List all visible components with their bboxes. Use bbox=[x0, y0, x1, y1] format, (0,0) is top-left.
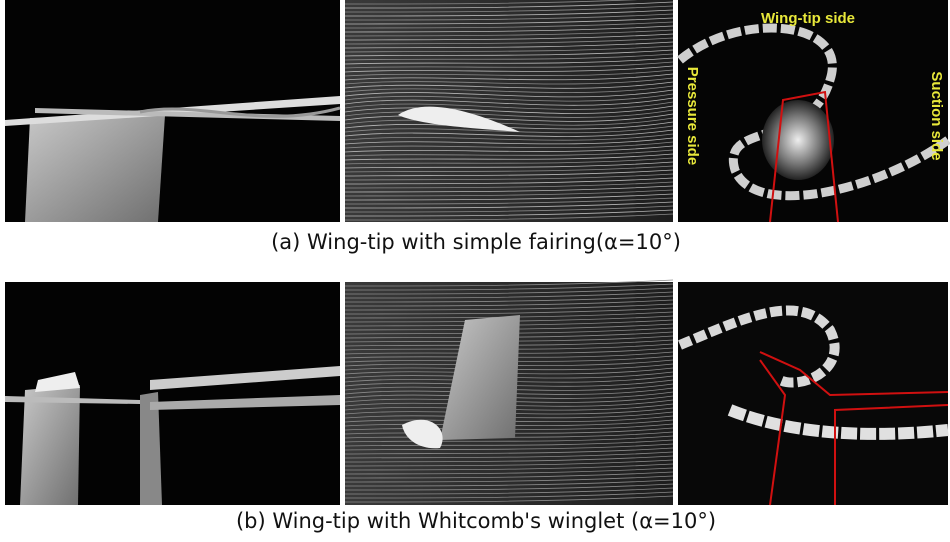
label-pressure-side: Pressure side bbox=[684, 67, 701, 165]
caption-b: (b) Wing-tip with Whitcomb's winglet (α=… bbox=[236, 509, 716, 533]
figure: Wing-tip side Pressure side Suction side… bbox=[0, 0, 950, 542]
caption-a: (a) Wing-tip with simple fairing(α=10°) bbox=[271, 230, 681, 254]
label-wing-tip-side: Wing-tip side bbox=[761, 10, 855, 27]
photo-b1 bbox=[5, 282, 340, 505]
photo-a1 bbox=[5, 0, 340, 222]
photo-a2 bbox=[345, 0, 673, 222]
photo-a3: Wing-tip side Pressure side Suction side bbox=[678, 0, 948, 222]
label-suction-side: Suction side bbox=[928, 71, 945, 160]
photo-b3 bbox=[678, 282, 948, 505]
photo-b2 bbox=[345, 280, 673, 505]
